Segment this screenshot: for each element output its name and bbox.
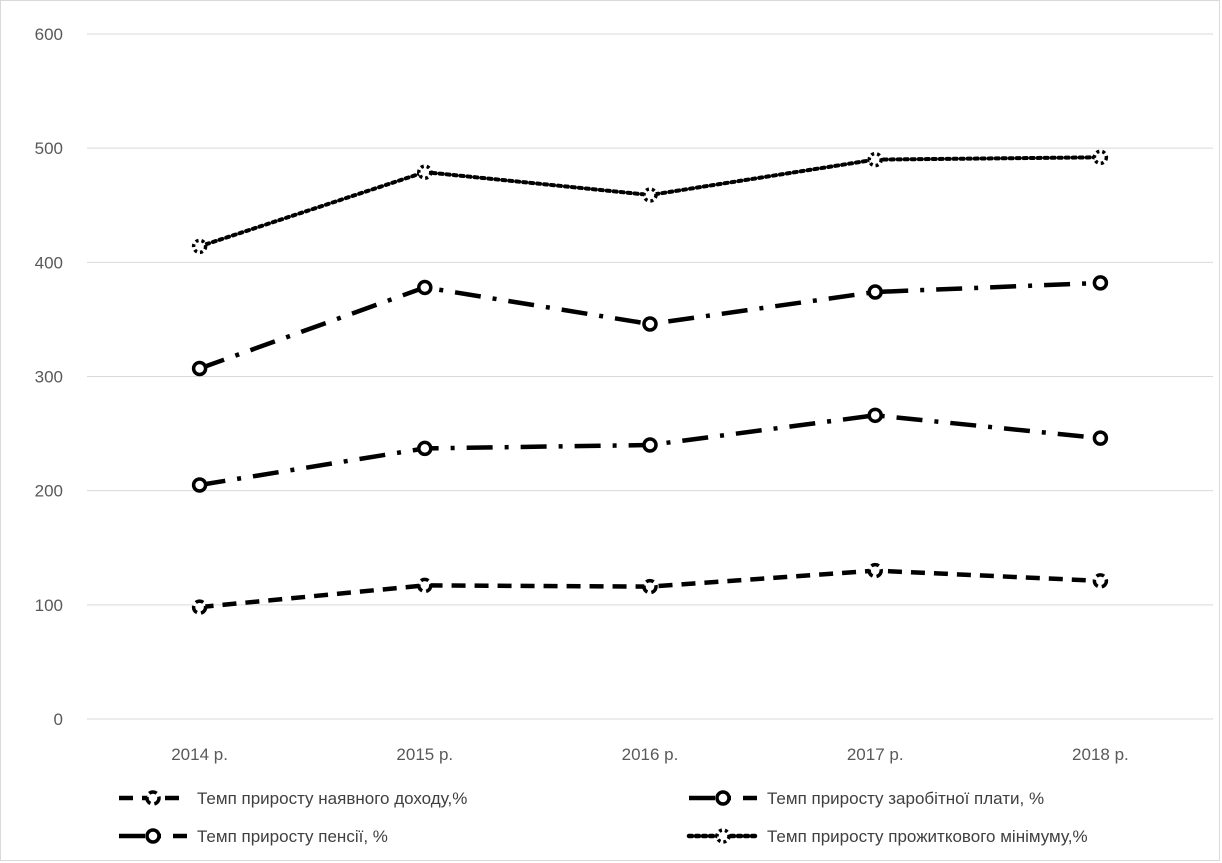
- series-2-point-3: [867, 284, 883, 300]
- legend-swatch-marker-1: [715, 790, 731, 806]
- series-1-point-0: [191, 477, 208, 493]
- legend-label-0: Темп приросту наявного доходу,%: [197, 789, 467, 808]
- series-1-point-1: [417, 440, 433, 457]
- series-0-point-1: [417, 577, 433, 594]
- legend-label-2: Темп приросту пенсії, %: [197, 827, 388, 846]
- series-3-point-0: [191, 238, 208, 255]
- legend-label-1: Темп приросту заробітної плати, %: [767, 789, 1044, 808]
- y-tick-label-600: 600: [35, 25, 63, 44]
- series-3-point-3: [867, 151, 883, 168]
- y-tick-label-200: 200: [35, 482, 63, 501]
- x-tick-label-4: 2018 р.: [1072, 745, 1129, 764]
- y-tick-label-300: 300: [35, 368, 63, 387]
- series-1-point-4: [1092, 430, 1109, 446]
- x-tick-label-1: 2015 р.: [396, 745, 453, 764]
- y-tick-label-100: 100: [35, 596, 63, 615]
- series-1-point-3: [867, 407, 883, 424]
- series-line-2: [198, 280, 1101, 371]
- series-1-point-2: [642, 437, 658, 453]
- x-tick-label-3: 2017 р.: [847, 745, 904, 764]
- series-3-point-4: [1092, 149, 1109, 166]
- series-0-point-0: [191, 599, 208, 615]
- x-tick-label-2: 2016 р.: [622, 745, 679, 764]
- series-line-0: [199, 568, 1101, 610]
- series-line-3: [197, 155, 1103, 249]
- x-tick-label-0: 2014 р.: [171, 745, 228, 764]
- series-0-point-4: [1092, 573, 1109, 589]
- legend-label-3: Темп приросту прожиткового мінімуму,%: [767, 827, 1088, 846]
- series-2-point-1: [417, 279, 433, 296]
- y-tick-label-500: 500: [35, 139, 63, 158]
- series-3-point-1: [417, 164, 433, 180]
- series-3-point-2: [642, 187, 658, 203]
- legend-swatch-marker-3: [715, 828, 731, 844]
- series-2-point-4: [1092, 275, 1109, 291]
- series-2-point-2: [642, 316, 658, 332]
- series-2-point-0: [191, 360, 208, 377]
- legend-swatch-marker-2: [145, 828, 161, 844]
- series-0-point-2: [642, 578, 658, 595]
- series-0-point-3: [867, 562, 883, 579]
- y-tick-label-0: 0: [54, 710, 63, 729]
- legend-swatch-marker-0: [145, 790, 161, 806]
- y-tick-label-400: 400: [35, 253, 63, 272]
